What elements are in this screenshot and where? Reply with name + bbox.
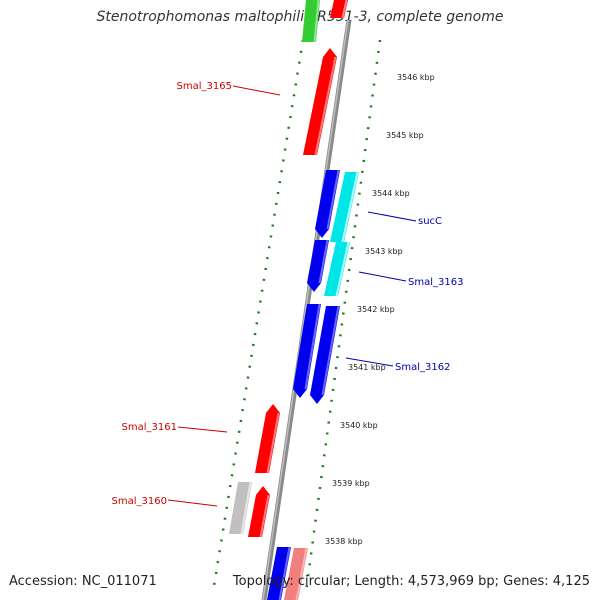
gene-arrow[interactable] [330, 172, 359, 242]
gene-arrow[interactable] [267, 547, 291, 600]
ruler-tick-label: 3543 kbp [365, 247, 403, 256]
gene-arrow-highlight [304, 303, 321, 390]
ruler-tick-label: 3540 kbp [340, 421, 378, 430]
gene-label-leader [177, 426, 228, 433]
gene-arrow-highlight [240, 481, 252, 535]
gene-arrow-highlight [335, 241, 350, 297]
gene-arrow[interactable] [307, 240, 329, 292]
ruler-tick-label: 3539 kbp [332, 479, 370, 488]
gene-arrow[interactable] [255, 404, 280, 473]
gene-arrow[interactable] [310, 306, 340, 404]
gene-label-leader [367, 211, 417, 222]
gene-arrow-highlight [326, 169, 340, 230]
gene-arrow[interactable] [324, 242, 350, 296]
ruler-tick-label: 3544 kbp [372, 189, 410, 198]
gene-arrow-highlight [341, 0, 348, 19]
gene-label-leader [345, 357, 394, 367]
gene-arrow[interactable] [284, 548, 308, 600]
genome-backbone-highlight [262, 19, 349, 600]
gene-label[interactable]: Smal_3162 [395, 362, 450, 373]
gene-arrow-highlight [341, 171, 359, 243]
gene-arrow-highlight [278, 546, 291, 600]
gene-features [229, 0, 359, 600]
gene-arrow-highlight [318, 239, 329, 284]
gene-label[interactable]: Smal_3161 [122, 422, 177, 433]
gene-label[interactable]: sucC [418, 216, 442, 227]
ruler-tick-label: 3538 kbp [325, 537, 363, 546]
gene-arrow[interactable] [248, 486, 270, 537]
gene-arrow-highlight [266, 412, 280, 474]
ruler-tick-label: 3542 kbp [357, 305, 395, 314]
gene-arrow-highlight [321, 305, 340, 396]
gene-arrow-highlight [313, 0, 320, 43]
ruler-tick-label: 3545 kbp [386, 131, 424, 140]
gene-arrow[interactable] [315, 170, 340, 238]
gene-label-leader [167, 499, 218, 507]
gene-label-leader [358, 271, 407, 282]
gene-label[interactable]: Smal_3160 [112, 496, 167, 507]
gene-arrow-highlight [314, 56, 337, 156]
map-title: Stenotrophomonas maltophilia R551-3, com… [96, 9, 504, 25]
gene-arrow-highlight [259, 494, 270, 538]
ruler-ticks: 3546 kbp 3545 kbp 3544 kbp 3543 kbp 3542 kbp… [325, 73, 435, 546]
gene-arrow[interactable] [229, 482, 252, 534]
accession-text: Accession: NC_011071 [9, 574, 157, 589]
ruler-tick-label: 3546 kbp [397, 73, 435, 82]
gene-label[interactable]: Smal_3165 [177, 81, 232, 92]
gene-label-leader [232, 85, 281, 96]
ruler-tick-label: 3541 kbp [348, 363, 386, 372]
gene-arrow-highlight [295, 547, 308, 600]
gene-labels: Smal_3165 sucC Smal_3163 Smal_3162 Smal_3161… [112, 81, 464, 507]
gene-label[interactable]: Smal_3163 [408, 277, 463, 288]
gene-arrow[interactable] [303, 48, 337, 155]
gene-arrow[interactable] [293, 304, 321, 398]
genome-summary-text: Topology: circular; Length: 4,573,969 bp… [232, 574, 590, 589]
